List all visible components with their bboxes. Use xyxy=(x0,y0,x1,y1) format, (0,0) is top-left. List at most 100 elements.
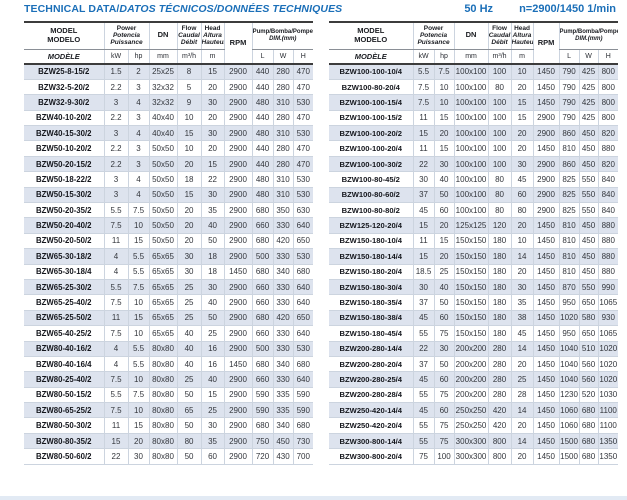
value-cell: 50x50 xyxy=(148,140,178,157)
value-cell: 1450 xyxy=(532,79,560,96)
value-cell: 640 xyxy=(292,371,314,388)
table-row: BZW65-25-40/2 7.5 10 65x65 25 40 2900 660 330 640 xyxy=(24,294,314,311)
value-cell: 40 xyxy=(200,217,225,234)
value-cell: 150x150 xyxy=(453,294,489,311)
value-cell: 5.5 xyxy=(127,341,150,357)
value-cell: 680 xyxy=(578,433,599,450)
technical-table-right: MODEL MODELO Power Potencia Puissance DN Fl… xyxy=(329,21,619,465)
table-row: BZW100-80-45/2 30 40 100x100 80 45 2900 825 550 8… xyxy=(329,171,619,188)
value-cell: 440 xyxy=(251,79,274,96)
table-row: BZW65-30-18/2 4 5.5 65x65 30 18 2900 500 330 530 xyxy=(24,248,314,265)
value-cell: 20 xyxy=(176,233,202,250)
value-cell: 3 xyxy=(103,171,128,188)
value-cell: 40 xyxy=(433,171,455,188)
model-cell: BZW100-100-15/4 xyxy=(329,94,414,111)
page-title-plain: TECHNICAL DATA/ xyxy=(24,3,120,15)
frequency-info: 50 Hz n=2900/1450 1/min xyxy=(464,3,616,15)
value-cell: 37 xyxy=(412,356,435,373)
table-row: BZW80-25-40/2 7.5 10 80x80 25 40 2900 660 330 640 xyxy=(24,371,314,388)
value-cell: 100x100 xyxy=(453,202,489,219)
value-cell: 60 xyxy=(433,202,455,219)
value-cell: 2900 xyxy=(223,294,253,311)
value-cell: 2.2 xyxy=(103,140,128,157)
value-cell: 330 xyxy=(272,248,294,265)
value-cell: 15 xyxy=(127,233,150,250)
value-cell: 25 xyxy=(176,371,202,388)
model-cell: BZW50-20-15/2 xyxy=(24,156,104,173)
value-cell: 20 xyxy=(510,417,534,434)
model-cell: BZW65-30-18/2 xyxy=(24,248,104,265)
value-cell: 1500 xyxy=(558,448,580,465)
unit-l: L xyxy=(558,49,580,64)
unit-head: m xyxy=(200,49,225,64)
value-cell: 640 xyxy=(292,279,314,296)
value-cell: 530 xyxy=(292,248,314,265)
value-cell: 50x50 xyxy=(148,233,178,250)
technical-table-left: MODEL MODELO Power Potencia Puissance DN Fl… xyxy=(24,21,314,465)
value-cell: 800 xyxy=(597,110,619,127)
value-cell: 5.5 xyxy=(103,387,128,404)
value-cell: 590 xyxy=(251,387,274,404)
value-cell: 825 xyxy=(558,171,580,188)
value-cell: 60 xyxy=(510,187,534,204)
value-cell: 800 xyxy=(597,64,619,80)
value-cell: 180 xyxy=(487,233,512,250)
value-cell: 30 xyxy=(200,187,225,204)
value-cell: 40 xyxy=(200,371,225,388)
value-cell: 65x65 xyxy=(148,279,178,296)
value-cell: 1450 xyxy=(532,294,560,311)
value-cell: 50 xyxy=(433,294,455,311)
value-cell: 18 xyxy=(200,264,225,280)
table-row: BZW50-20-50/2 11 15 50x50 20 50 2900 680 420 650 xyxy=(24,233,314,250)
value-cell: 550 xyxy=(578,187,599,204)
value-cell: 520 xyxy=(578,387,599,404)
value-cell: 65x65 xyxy=(148,264,178,280)
value-cell: 790 xyxy=(558,64,580,80)
value-cell: 1350 xyxy=(597,433,619,450)
table-row: BZW150-180-30/4 30 40 150x150 180 30 1450 870 55… xyxy=(329,279,619,296)
value-cell: 2900 xyxy=(223,110,253,127)
value-cell: 30 xyxy=(200,94,225,111)
value-cell: 450 xyxy=(578,248,599,265)
value-cell: 580 xyxy=(578,310,599,327)
value-cell: 20 xyxy=(433,217,455,234)
value-cell: 20 xyxy=(510,125,534,142)
value-cell: 530 xyxy=(292,171,314,188)
value-cell: 50x50 xyxy=(148,156,178,173)
unit-hp: hp xyxy=(433,49,455,64)
table-row: BZW40-15-30/2 3 4 40x40 15 30 2900 480 310 530 xyxy=(24,125,314,142)
unit-mm: mm xyxy=(453,49,489,64)
value-cell: 650 xyxy=(292,233,314,250)
value-cell: 820 xyxy=(597,125,619,142)
col-power: Power Potencia Puissance xyxy=(103,22,150,50)
value-cell: 3 xyxy=(127,156,150,173)
value-cell: 10 xyxy=(127,325,150,342)
value-cell: 16 xyxy=(200,341,225,357)
value-cell: 950 xyxy=(558,325,580,342)
value-cell: 500 xyxy=(251,248,274,265)
table-row: BZW150-180-14/4 15 20 150x150 180 14 1450 810 45… xyxy=(329,248,619,265)
value-cell: 20 xyxy=(176,156,202,173)
value-cell: 100 xyxy=(487,64,512,80)
model-cell: BZW65-25-50/2 xyxy=(24,310,104,327)
value-cell: 560 xyxy=(578,356,599,373)
value-cell: 2900 xyxy=(223,248,253,265)
table-row: BZW200-280-20/4 37 50 200x200 280 20 1450 1040 5… xyxy=(329,356,619,373)
table-row: BZW250-420-20/4 55 75 250x250 420 20 1450 1060 6… xyxy=(329,417,619,434)
col-power: Power Potencia Puissance xyxy=(412,22,455,50)
value-cell: 450 xyxy=(578,140,599,157)
value-cell: 80 xyxy=(487,79,512,96)
value-cell: 340 xyxy=(272,356,294,373)
model-cell: BZW100-100-20/2 xyxy=(329,125,414,142)
value-cell: 1450 xyxy=(532,233,560,250)
value-cell: 25 xyxy=(510,371,534,388)
value-cell: 20 xyxy=(510,264,534,280)
value-cell: 30 xyxy=(200,125,225,142)
value-cell: 1450 xyxy=(532,371,560,388)
table-row: BZW100-100-15/4 7.5 10 100x100 100 15 1450 790 4… xyxy=(329,94,619,111)
model-cell: BZW80-50-15/2 xyxy=(24,387,104,404)
table-row: BZW80-50-60/2 22 30 80x80 50 60 2900 720 430 700 xyxy=(24,448,314,465)
value-cell: 80 xyxy=(487,202,512,219)
value-cell: 30 xyxy=(412,171,435,188)
